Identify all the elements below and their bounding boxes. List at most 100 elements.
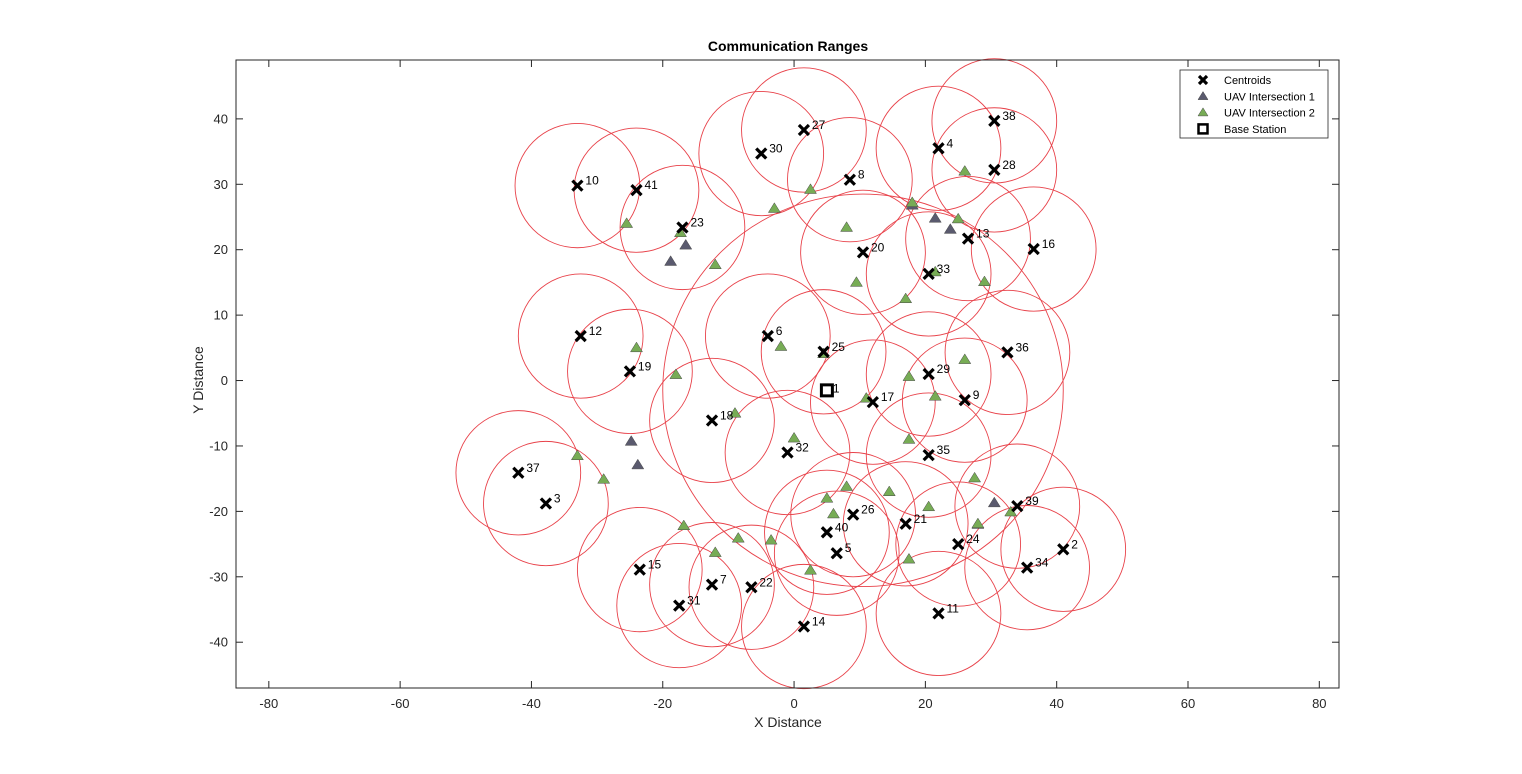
centroid-marker-23 bbox=[676, 221, 689, 234]
intersection1-marker-1 bbox=[679, 238, 693, 250]
centroid-label-28: 28 bbox=[1002, 158, 1016, 172]
legend-marker-centroids bbox=[1197, 74, 1209, 86]
intersection2-marker-29 bbox=[820, 492, 834, 503]
base-station-range bbox=[662, 193, 1064, 588]
centroid-marker-29 bbox=[922, 367, 935, 381]
range-circle-23 bbox=[619, 164, 746, 291]
centroid-label-30: 30 bbox=[769, 142, 783, 156]
centroid-marker-39 bbox=[1011, 500, 1024, 513]
intersection2-marker-18 bbox=[958, 353, 972, 364]
intersection2-marker-36 bbox=[764, 533, 778, 545]
centroid-marker-14-stroke-b bbox=[797, 620, 811, 633]
x-tick-label-40: 40 bbox=[1049, 696, 1063, 711]
centroid-label-35: 35 bbox=[937, 443, 951, 457]
centroid-marker-19-stroke-b bbox=[623, 365, 637, 378]
centroid-marker-32-stroke-b bbox=[781, 446, 794, 459]
x-tick-label-20: 20 bbox=[918, 696, 932, 711]
centroid-marker-36-stroke-b bbox=[1001, 346, 1014, 359]
intersection2-marker-6 bbox=[905, 196, 919, 207]
centroid-label-20: 20 bbox=[871, 240, 885, 254]
centroid-marker-16-stroke-b bbox=[1027, 242, 1040, 256]
centroid-marker-36 bbox=[1001, 346, 1014, 359]
centroid-marker-16 bbox=[1027, 242, 1040, 256]
range-circle-2 bbox=[1000, 486, 1127, 612]
intersection2-marker-7 bbox=[951, 212, 965, 224]
centroid-marker-37-stroke-b bbox=[512, 466, 525, 479]
centroid-marker-40 bbox=[820, 526, 834, 539]
centroid-markers: 2345678910111213141516171819202122232425… bbox=[512, 109, 1078, 633]
centroid-marker-2 bbox=[1057, 543, 1070, 556]
intersection2-marker-22 bbox=[787, 431, 801, 443]
centroid-marker-33-stroke-b bbox=[922, 267, 935, 281]
centroid-marker-7-stroke-b bbox=[705, 578, 719, 591]
centroid-marker-12 bbox=[574, 329, 587, 343]
base-station-label: 1 bbox=[833, 381, 840, 395]
centroid-marker-24 bbox=[952, 537, 965, 551]
centroid-marker-17-stroke-b bbox=[866, 395, 879, 409]
centroid-label-26: 26 bbox=[861, 503, 875, 517]
intersection2-marker-4 bbox=[804, 183, 817, 194]
y-axis-title: Y Distance bbox=[190, 346, 206, 414]
centroid-label-33: 33 bbox=[937, 262, 951, 276]
centroid-marker-29-stroke-b bbox=[922, 367, 935, 381]
intersection2-marker-33 bbox=[971, 517, 985, 529]
x-tick-label--60: -60 bbox=[391, 696, 410, 711]
legend: Centroids UAV Intersection 1 UAV Intersect… bbox=[1179, 69, 1329, 139]
range-circle-3 bbox=[483, 440, 609, 567]
intersection2-marker-27 bbox=[840, 480, 854, 491]
centroid-marker-22-stroke-b bbox=[745, 581, 758, 594]
centroid-marker-9 bbox=[958, 394, 971, 407]
centroid-label-32: 32 bbox=[796, 441, 810, 455]
legend-marker-uav-intersection-1 bbox=[1197, 91, 1209, 100]
x-tick-label--20: -20 bbox=[653, 696, 672, 711]
centroid-label-11: 11 bbox=[947, 601, 960, 615]
range-circle-24 bbox=[895, 481, 1022, 607]
intersection2-markers bbox=[570, 165, 1018, 575]
centroid-label-39: 39 bbox=[1025, 494, 1039, 508]
centroid-marker-3 bbox=[539, 497, 553, 510]
intersection2-marker-30 bbox=[827, 507, 840, 519]
centroid-label-16: 16 bbox=[1042, 237, 1056, 251]
y-tick-label-40: 40 bbox=[214, 111, 228, 126]
base-station-marker: 1 bbox=[819, 381, 840, 398]
centroid-marker-9-stroke-b bbox=[958, 394, 971, 407]
x-tick-label--40: -40 bbox=[522, 696, 541, 711]
centroid-marker-30 bbox=[755, 147, 768, 160]
centroid-marker-31-stroke-b bbox=[673, 599, 686, 612]
x-tick-label-0: 0 bbox=[790, 696, 797, 711]
centroid-marker-13 bbox=[961, 232, 975, 245]
centroid-marker-31 bbox=[673, 599, 686, 612]
intersection2-marker-38 bbox=[804, 564, 817, 575]
range-circle-40 bbox=[764, 469, 890, 595]
range-circle-28 bbox=[931, 107, 1058, 233]
centroid-marker-15 bbox=[633, 563, 646, 576]
intersection2-marker-10 bbox=[899, 292, 913, 304]
centroid-marker-20-stroke-b bbox=[856, 246, 870, 259]
centroid-marker-27 bbox=[797, 123, 811, 137]
centroid-marker-8 bbox=[843, 173, 857, 186]
range-circle-14 bbox=[741, 563, 867, 690]
centroid-label-3: 3 bbox=[554, 492, 561, 506]
range-circle-38 bbox=[931, 58, 1058, 184]
centroid-label-23: 23 bbox=[690, 215, 704, 229]
centroid-marker-34-stroke-b bbox=[1021, 561, 1034, 574]
range-circle-32 bbox=[724, 389, 851, 516]
large-range-ellipse bbox=[662, 193, 1064, 588]
intersection2-marker-15 bbox=[774, 340, 788, 351]
intersection1-marker-5 bbox=[624, 435, 638, 446]
centroid-label-6: 6 bbox=[776, 324, 783, 338]
centroid-marker-24-stroke-b bbox=[952, 537, 965, 551]
range-circle-15 bbox=[576, 506, 703, 633]
centroid-marker-28 bbox=[988, 163, 1001, 177]
intersection2-marker-12 bbox=[978, 275, 991, 287]
centroid-label-12: 12 bbox=[589, 324, 603, 338]
centroid-marker-26 bbox=[847, 508, 860, 521]
centroid-label-40: 40 bbox=[835, 520, 849, 534]
centroid-marker-5 bbox=[830, 547, 843, 560]
centroid-marker-25-stroke-b bbox=[817, 345, 830, 358]
intersection2-marker-2 bbox=[708, 258, 722, 269]
range-circle-8 bbox=[787, 117, 913, 243]
y-tick-label-30: 30 bbox=[214, 177, 228, 192]
range-circle-6 bbox=[704, 273, 831, 399]
intersection2-marker-8 bbox=[958, 165, 972, 176]
